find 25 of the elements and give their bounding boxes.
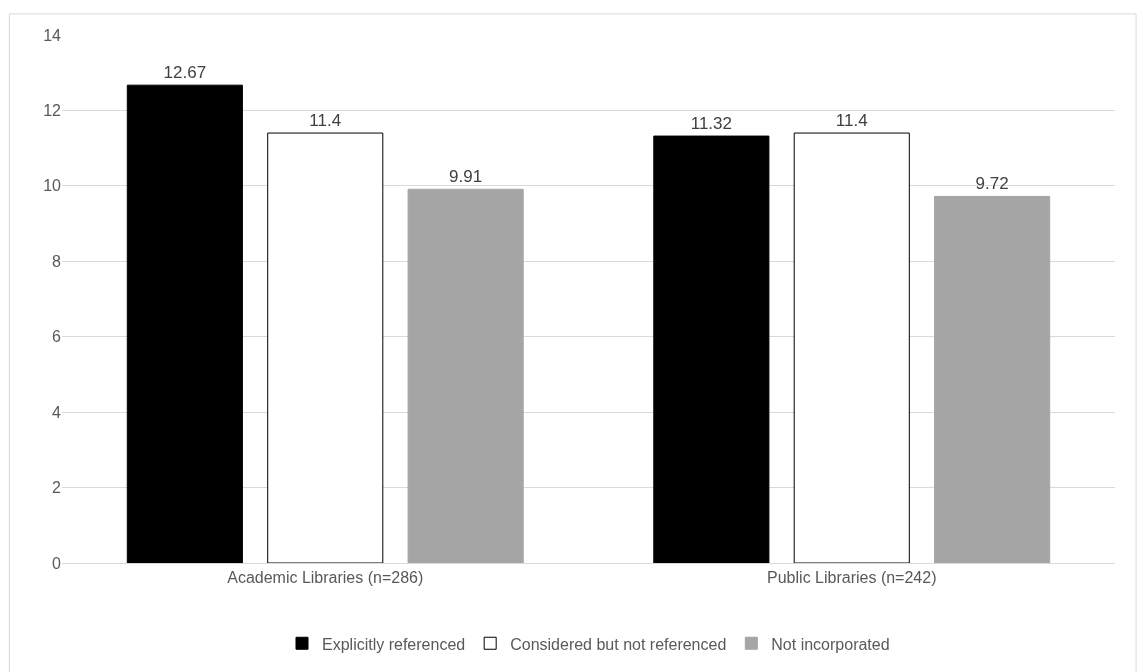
data-label: 11.4 bbox=[309, 111, 342, 131]
data-label: 9.91 bbox=[449, 167, 483, 187]
legend-label: Explicitly referenced bbox=[322, 635, 466, 653]
bar bbox=[793, 132, 910, 563]
bar bbox=[126, 84, 243, 563]
data-label: 11.32 bbox=[690, 114, 732, 134]
x-tick-label: Public Libraries (n=242) bbox=[767, 569, 937, 587]
legend-label: Not incorporated bbox=[771, 635, 890, 653]
y-tick-label: 14 bbox=[43, 26, 62, 44]
y-tick-label: 0 bbox=[52, 554, 62, 572]
x-tick-label: Academic Libraries (n=286) bbox=[227, 569, 424, 587]
bar bbox=[407, 188, 524, 563]
y-tick-label: 12 bbox=[43, 102, 62, 120]
y-tick-label: 2 bbox=[52, 479, 62, 497]
data-label: 11.4 bbox=[835, 111, 868, 131]
bar bbox=[267, 132, 384, 563]
data-label: 12.67 bbox=[163, 63, 207, 83]
y-tick-label: 4 bbox=[52, 403, 62, 421]
y-tick-label: 8 bbox=[52, 252, 62, 270]
bar bbox=[934, 195, 1051, 563]
y-tick-label: 6 bbox=[52, 328, 62, 346]
bar bbox=[653, 135, 770, 563]
data-label: 9.72 bbox=[975, 174, 1009, 194]
y-tick-label: 10 bbox=[43, 177, 62, 195]
legend-label: Considered but not referenced bbox=[510, 635, 727, 653]
